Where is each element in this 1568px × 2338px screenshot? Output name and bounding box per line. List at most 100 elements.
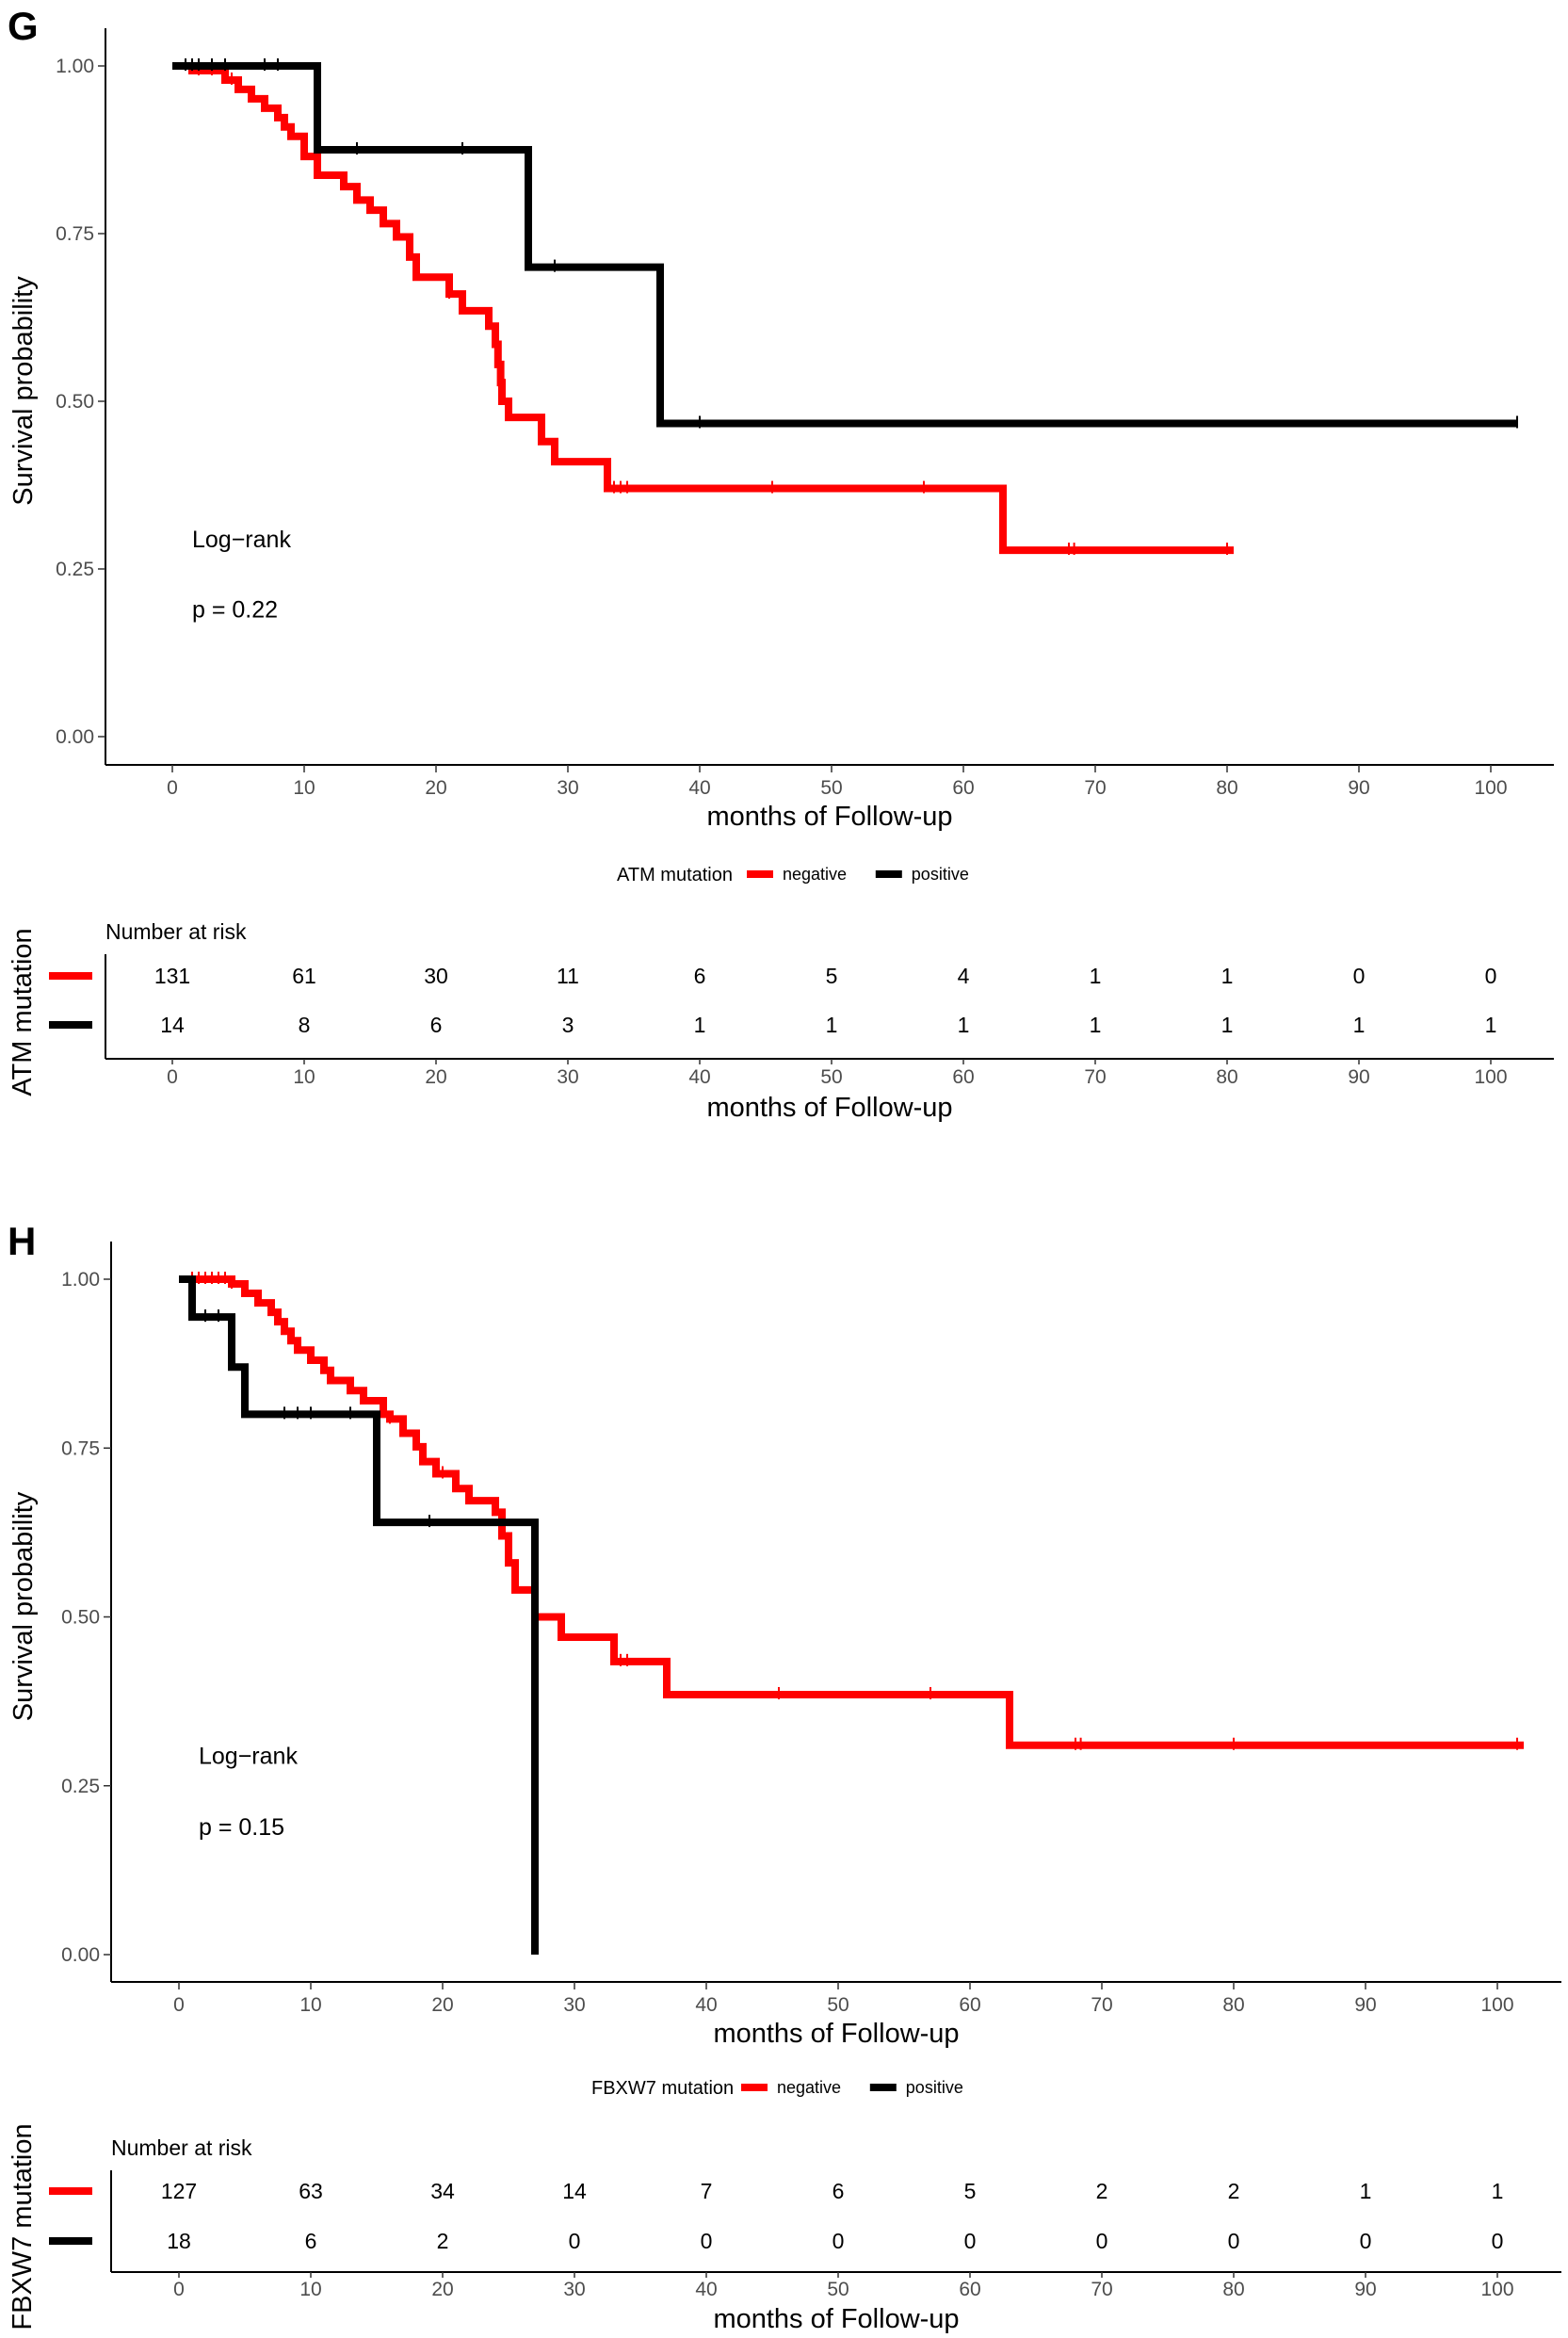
- panel-h-x-title: months of Follow-up: [713, 2019, 959, 2049]
- panel-g-risk-xtick-label: 10: [293, 1066, 315, 1088]
- panel-h-p-value: p = 0.15: [199, 1814, 284, 1841]
- panel-h-legend-label-positive: positive: [906, 2078, 963, 2097]
- panel-h-risk-title: Number at risk: [111, 2135, 252, 2160]
- panel-g-risk-x-title: months of Follow-up: [706, 1093, 952, 1123]
- panel-g-xtick-label: 80: [1216, 777, 1237, 799]
- panel-h-risk-xtick-label: 90: [1354, 2279, 1376, 2300]
- panel-g-risk-cell: 0: [1485, 964, 1497, 988]
- panel-h-risk-xtick-label: 60: [959, 2279, 980, 2300]
- panel-h-logrank-label: Log−rank: [199, 1743, 298, 1769]
- panel-g-risk-cell: 11: [557, 964, 579, 988]
- panel-h-risk-cell: 1: [1360, 2179, 1372, 2203]
- panel-g-risk-cell: 4: [958, 964, 970, 988]
- panel-g-risk-xtick-label: 60: [952, 1066, 974, 1088]
- panel-h-xtick-label: 10: [299, 1994, 321, 2016]
- panel-g-label: G: [8, 4, 39, 48]
- panel-g-risk-y-title: ATM mutation: [8, 928, 38, 1096]
- panel-g-risk-xtick-label: 30: [557, 1066, 578, 1088]
- panel-g-xtick-label: 100: [1474, 777, 1507, 799]
- panel-g-risk-cell: 14: [160, 1013, 185, 1037]
- panel-h-curve-negative: [179, 1275, 1524, 1749]
- panel-h-risk-xtick-label: 0: [173, 2279, 185, 2300]
- panel-h-ytick-label: 0.50: [61, 1607, 100, 1629]
- panel-g-xtick-label: 60: [952, 777, 974, 799]
- panel-h-xtick-label: 70: [1091, 1994, 1112, 2016]
- panel-g-group: G0.000.250.500.751.000 10 20 30 40 50 60 70 80 90…: [8, 4, 1554, 1123]
- panel-g-risk-cell: 8: [299, 1013, 311, 1037]
- panel-h-risk-cell: 2: [437, 2229, 449, 2253]
- panel-g-risk-title: Number at risk: [105, 919, 247, 944]
- panel-h-risk-xtick-label: 50: [827, 2279, 849, 2300]
- panel-h-xtick-label: 60: [959, 1994, 980, 2016]
- panel-g-risk-cell: 30: [424, 964, 448, 988]
- panel-g-risk-cell: 0: [1353, 964, 1366, 988]
- panel-g-ytick-label: 0.50: [56, 391, 94, 413]
- panel-g-legend-label-negative: negative: [783, 865, 847, 884]
- panel-h-risk-cell: 2: [1096, 2179, 1108, 2203]
- panel-g-legend-title: ATM mutation: [617, 865, 733, 885]
- panel-h-risk-cell: 0: [964, 2229, 977, 2253]
- panel-h-risk-cell: 0: [701, 2229, 713, 2253]
- panel-g-ytick-label: 0.75: [56, 223, 94, 245]
- panel-g-xtick-label: 20: [425, 777, 446, 799]
- panel-h-risk-xtick-label: 100: [1480, 2279, 1513, 2300]
- panel-h-ytick-label: 1.00: [61, 1269, 100, 1291]
- panel-h-xtick-label: 100: [1480, 1994, 1513, 2016]
- panel-h-risk-xtick-label: 10: [299, 2279, 321, 2300]
- panel-g-risk-cell: 1: [1221, 964, 1234, 988]
- panel-h-ytick-label: 0.25: [61, 1776, 100, 1797]
- panel-h-legend-label-negative: negative: [777, 2078, 841, 2097]
- panel-h-risk-cell: 6: [832, 2179, 845, 2203]
- panel-h-risk-xtick-label: 80: [1222, 2279, 1244, 2300]
- panel-g-risk-xtick-label: 20: [425, 1066, 446, 1088]
- panel-g-xtick-label: 70: [1084, 777, 1106, 799]
- panel-g-risk-cell: 1: [1353, 1013, 1366, 1037]
- panel-g-x-title: months of Follow-up: [706, 802, 952, 832]
- panel-g-y-title: Survival probability: [8, 276, 39, 506]
- panel-h-risk-cell: 127: [161, 2179, 197, 2203]
- panel-g-risk-cell: 131: [154, 964, 190, 988]
- panel-g-risk-xtick-label: 70: [1084, 1066, 1106, 1088]
- panel-g-risk-cell: 1: [1485, 1013, 1497, 1037]
- panel-g-xtick-label: 40: [688, 777, 710, 799]
- panel-h-risk-cell: 6: [305, 2229, 317, 2253]
- panel-h-xtick-label: 0: [173, 1994, 185, 2016]
- panel-g-risk-cell: 6: [430, 1013, 443, 1037]
- panel-g-risk-cell: 5: [826, 964, 838, 988]
- panel-h-risk-xtick-label: 70: [1091, 2279, 1112, 2300]
- panel-h-risk-xtick-label: 30: [563, 2279, 585, 2300]
- panel-g-risk-xtick-label: 50: [820, 1066, 842, 1088]
- panel-h-xtick-label: 50: [827, 1994, 849, 2016]
- panel-g-risk-cell: 1: [694, 1013, 706, 1037]
- panel-h-risk-cell: 0: [1096, 2229, 1108, 2253]
- panel-h-label: H: [8, 1219, 36, 1263]
- panel-g-risk-xtick-label: 40: [688, 1066, 710, 1088]
- panel-h-risk-cell: 1: [1492, 2179, 1504, 2203]
- panel-h-risk-cell: 5: [964, 2179, 977, 2203]
- panel-h-xtick-label: 80: [1222, 1994, 1244, 2016]
- panel-h-ytick-label: 0.75: [61, 1437, 100, 1459]
- panel-g-risk-cell: 6: [694, 964, 706, 988]
- panel-g-risk-cell: 3: [562, 1013, 574, 1037]
- panel-h-risk-cell: 0: [1492, 2229, 1504, 2253]
- panel-h-group: H0.000.250.500.751.000 10 20 30 40 50 60 70 80 90…: [8, 1219, 1561, 2334]
- panel-h-risk-xtick-label: 40: [695, 2279, 717, 2300]
- panel-g-xtick-label: 50: [820, 777, 842, 799]
- panel-g-risk-xtick-label: 80: [1216, 1066, 1237, 1088]
- panel-h-legend-title: FBXW7 mutation: [591, 2078, 734, 2099]
- panel-h-risk-cell: 63: [299, 2179, 323, 2203]
- panel-h-risk-cell: 7: [701, 2179, 713, 2203]
- panel-g-risk-xtick-label: 0: [167, 1066, 178, 1088]
- panel-h-xtick-label: 20: [431, 1994, 453, 2016]
- panel-g-p-value: p = 0.22: [192, 597, 278, 624]
- panel-h-risk-cell: 2: [1228, 2179, 1240, 2203]
- panel-g-risk-cell: 1: [1090, 964, 1102, 988]
- panel-g-risk-cell: 1: [1221, 1013, 1234, 1037]
- panel-g-ytick-label: 1.00: [56, 56, 94, 77]
- panel-g-risk-cell: 1: [826, 1013, 838, 1037]
- panel-h-risk-cell: 0: [1228, 2229, 1240, 2253]
- panel-g-curve-positive: [172, 62, 1517, 428]
- panel-h-risk-x-title: months of Follow-up: [713, 2304, 959, 2334]
- panel-g-xtick-label: 10: [293, 777, 315, 799]
